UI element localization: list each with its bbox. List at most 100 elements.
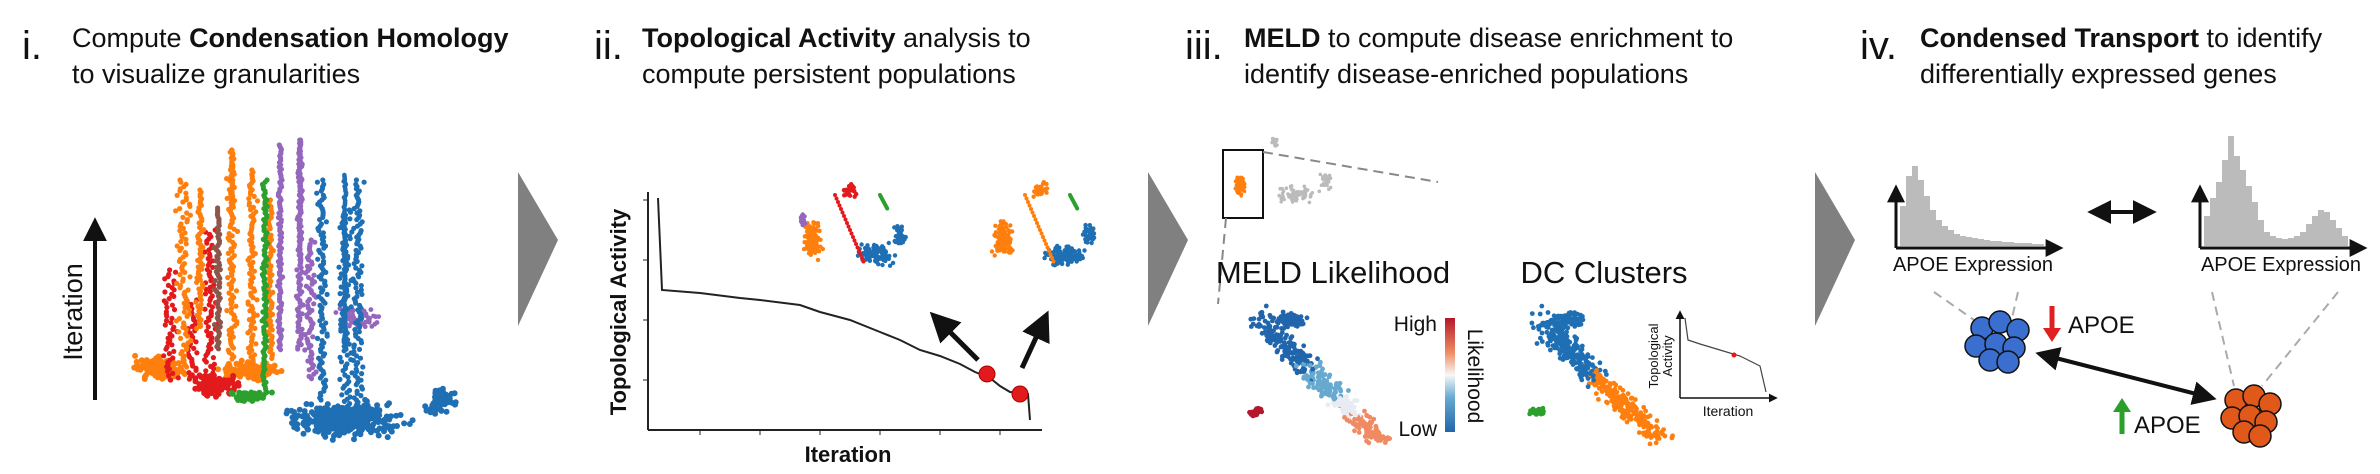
tower-point (184, 313, 190, 319)
meld-point (1351, 404, 1357, 410)
inset-xlabel: Iteration (1703, 403, 1754, 419)
tower-point (251, 376, 257, 382)
histogram-bar (2288, 238, 2294, 246)
dc-point (1536, 326, 1542, 332)
tower-point (187, 203, 193, 209)
meld-point (1301, 343, 1307, 349)
scatter-point (854, 242, 858, 246)
tower-point (311, 371, 317, 377)
tower-point (193, 326, 200, 332)
tower-point (317, 375, 323, 381)
histogram-bar (1954, 234, 1960, 246)
tower-point (295, 328, 301, 334)
meld-point (1317, 371, 1322, 376)
arrow-to-embedding-2 (1019, 310, 1050, 370)
scatter-point (1281, 314, 1287, 319)
tower-point (310, 334, 316, 340)
colorbar-low-label: Low (1398, 418, 1437, 441)
tower-point (338, 359, 345, 365)
dc-point (1614, 400, 1620, 406)
scatter-point (300, 430, 307, 437)
tower-point (246, 196, 252, 202)
tower-point (314, 190, 320, 196)
tower-point (162, 276, 168, 282)
tower-point (229, 272, 235, 278)
scatter-point (866, 248, 872, 254)
scatter-point (401, 420, 408, 427)
scatter-point (322, 421, 329, 428)
tower-point (253, 363, 259, 369)
meld-likelihood-embedding (1247, 303, 1392, 446)
tower-point (321, 245, 327, 251)
tower-point (191, 345, 197, 351)
dc-point (1529, 311, 1535, 316)
tower-point (228, 206, 234, 212)
scatter-point (308, 401, 315, 408)
tower-point (337, 275, 343, 281)
scatter-point (840, 210, 845, 215)
persistent-point-2 (1011, 385, 1029, 403)
tower-point (252, 325, 258, 331)
meld-point (1291, 344, 1297, 350)
tower-point (318, 188, 324, 194)
tower-point (176, 329, 182, 335)
tower-point (318, 397, 324, 403)
blue-cell-cluster (1964, 310, 2030, 374)
meld-point (1317, 363, 1323, 368)
scatter-point (357, 431, 364, 438)
topological-activity-ylabel: Topological Activity (606, 208, 631, 415)
scatter-point (1303, 195, 1307, 199)
dc-point (1563, 355, 1569, 361)
scatter-point (376, 425, 383, 432)
scatter-point (815, 257, 821, 263)
scatter-point (852, 238, 857, 243)
meld-point (1294, 370, 1300, 376)
scatter-point (812, 221, 818, 226)
scatter-point (864, 253, 870, 259)
meld-point (1281, 340, 1287, 345)
dc-point (1539, 339, 1545, 344)
meld-point (1283, 348, 1289, 353)
transport-double-arrow (2035, 347, 2217, 405)
scatter-point (1279, 196, 1283, 201)
scatter-point (1237, 191, 1241, 196)
scatter-point (151, 368, 158, 375)
meld-point (1288, 335, 1294, 341)
tower-point (206, 377, 212, 383)
scatter-point (268, 389, 275, 396)
tower-point (345, 409, 351, 415)
meld-point (1353, 412, 1358, 418)
histogram-bar (2330, 220, 2336, 246)
scatter-point (1528, 408, 1533, 414)
dc-point (1624, 398, 1629, 404)
scatter-point (1044, 190, 1049, 195)
tower-point (253, 341, 259, 347)
histogram-bar (2264, 232, 2270, 246)
tower-point (171, 287, 177, 293)
dc-point (1593, 391, 1599, 396)
scatter-point (1085, 229, 1090, 234)
dc-point (1622, 412, 1627, 417)
tower-point (324, 333, 330, 339)
dc-point (1577, 362, 1583, 368)
meld-point (1290, 355, 1296, 361)
tower-point (254, 312, 260, 318)
scatter-point (851, 235, 855, 239)
meld-point (1267, 340, 1273, 346)
meld-point (1365, 433, 1371, 439)
tower-point (211, 322, 218, 328)
dc-point (1534, 341, 1540, 346)
dc-point (1531, 325, 1536, 331)
tower-point (166, 351, 172, 357)
iteration-axis-label: Iteration (58, 263, 88, 361)
panel-i-numeral: i. (22, 24, 42, 68)
panel-i-title: Compute Condensation Homology to visuali… (72, 20, 509, 92)
scatter-point (1050, 256, 1054, 260)
tower-point (206, 247, 212, 253)
scatter-point (1299, 190, 1303, 194)
tower-point (348, 304, 354, 310)
scatter-point (859, 242, 864, 247)
scatter-point (361, 402, 368, 409)
dc-point (1557, 355, 1563, 361)
scatter-point (1289, 317, 1295, 322)
